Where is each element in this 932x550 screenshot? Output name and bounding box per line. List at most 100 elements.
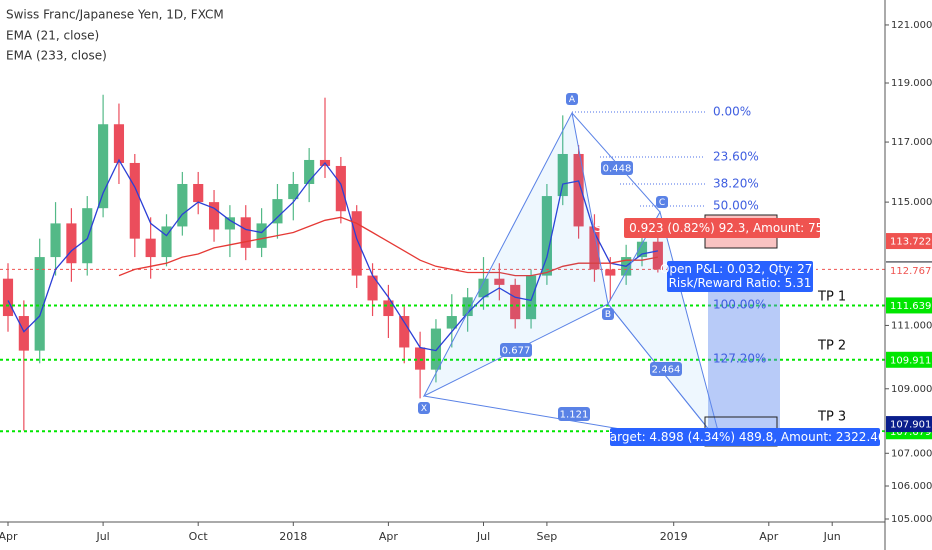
ratio-label: 0.448: [603, 164, 632, 175]
candle-body: [82, 208, 93, 264]
y-tick-label: 107.000: [891, 448, 932, 459]
candle-body: [161, 226, 172, 258]
x-tick-label: 2018: [279, 530, 307, 543]
fib-label: 100.00%: [713, 298, 766, 312]
candle-body: [145, 238, 156, 258]
candle-body: [652, 241, 663, 270]
price-label: 112.767: [890, 266, 931, 277]
candle-body: [399, 316, 410, 348]
ratio-badge: [558, 407, 590, 421]
candle-body: [224, 217, 235, 230]
y-tick-label: 111.000: [891, 320, 932, 331]
candle-body: [383, 300, 394, 317]
candle-body: [557, 153, 568, 197]
price-label: 113.722: [890, 237, 931, 248]
point-badge: [602, 308, 614, 320]
target-label-bg: [610, 428, 880, 446]
ratio-badge: [650, 362, 682, 376]
price-label-bg: [886, 233, 932, 250]
candle-body: [129, 162, 140, 239]
candle-body: [288, 183, 299, 200]
price-label-bg: [886, 416, 932, 433]
candle-body: [18, 316, 29, 351]
price-label: 111.639: [890, 301, 931, 312]
ema-line: [7, 158, 659, 352]
x-tick-label: Jun: [823, 530, 841, 543]
fib-label: 38.20%: [713, 177, 759, 191]
legend-entry: EMA (233, close): [6, 49, 107, 63]
position-labels: Stop: 0.923 (0.82%) 92.3, Amount: 750.79…: [594, 218, 886, 446]
ratio-label: Risk/Reward Ratio: 5.31: [669, 276, 812, 290]
candle-body: [446, 316, 457, 329]
candle-body: [430, 328, 442, 370]
candle-body: [34, 257, 45, 351]
candle-body: [494, 278, 505, 285]
x-tick-label: Oct: [189, 530, 209, 543]
fib-label: 50.00%: [713, 199, 759, 213]
fib-labels: 0.00% 23.60% 38.20% 50.00% 100.00% 127.2…: [713, 105, 766, 366]
point-label: C: [659, 198, 665, 208]
pattern-point-labels: X A B C: [418, 93, 668, 414]
candle-body: [272, 199, 283, 224]
candle-body: [50, 223, 61, 258]
stop-label-bg: [624, 218, 820, 238]
tp-label: TP 1: [817, 290, 846, 305]
x-tick-label: Apr: [759, 530, 779, 543]
candle-body: [208, 202, 220, 230]
candle-body: [478, 278, 489, 298]
target-labels: TP 1 TP 2 TP 3: [817, 290, 846, 425]
candle-body: [605, 269, 616, 276]
candle-body: [335, 165, 346, 212]
x-tick-label: Jul: [95, 530, 109, 543]
x-tick-label: Apr: [379, 530, 399, 543]
candle-body: [2, 278, 14, 317]
ema-lines: [7, 158, 659, 352]
target-zone: [708, 282, 780, 430]
stop-label: Stop: 0.923 (0.82%) 92.3, Amount: 750.79: [594, 221, 850, 235]
candle-body: [240, 217, 251, 248]
fib-label: 127.20%: [713, 352, 766, 366]
fib-label: 0.00%: [713, 105, 751, 119]
candle-body: [66, 223, 77, 264]
y-tick-label: 105.000: [891, 514, 932, 525]
point-label: B: [605, 310, 611, 320]
x-tick-label: 2019: [660, 530, 688, 543]
candle-body: [510, 284, 521, 320]
price-label: 109.911: [890, 355, 931, 366]
pnl-label-bg: [667, 261, 813, 292]
price-label-bg: [886, 262, 932, 279]
candle-body: [113, 124, 125, 163]
fib-lines: [572, 111, 705, 207]
x-tick-label: Apr: [0, 530, 18, 543]
ratio-badge: [500, 343, 532, 357]
candle-body: [177, 183, 188, 227]
candle-body: [415, 347, 426, 370]
ema-line: [118, 216, 659, 277]
x-tick-label: Sep: [537, 530, 558, 543]
price-label-bg: [886, 351, 932, 368]
y-tick-label: 115.000: [891, 197, 932, 208]
x-tick-label: Jul: [476, 530, 490, 543]
target-label: Target: 4.898 (4.34%) 489.8, Amount: 232…: [603, 430, 885, 444]
candle-body: [525, 275, 537, 320]
candle-body: [193, 183, 204, 203]
y-tick-label: 109.000: [891, 384, 932, 395]
ratio-label: 1.121: [560, 410, 589, 421]
legend: Swiss Franc/Japanese Yen, 1D, FXCM EMA (…: [6, 8, 224, 63]
candle-body: [462, 297, 473, 317]
pnl-label: Open P&L: 0.032, Qty: 270: [660, 262, 820, 276]
candle-body: [367, 275, 378, 301]
y-tick-label: 106.000: [891, 481, 932, 492]
point-label: A: [569, 95, 576, 105]
candle-body: [589, 226, 600, 270]
y-tick-label: 117.000: [891, 137, 932, 148]
chart-title: Swiss Franc/Japanese Yen, 1D, FXCM: [6, 8, 224, 22]
axes: 105.000 106.000 107.000 109.000 111.000 115.0…: [0, 20, 932, 543]
candle-body: [541, 196, 552, 276]
tp-label: TP 3: [817, 410, 846, 425]
ratio-badge: [601, 161, 633, 175]
y-tick-label: 121.000: [891, 20, 932, 31]
candle-body: [351, 211, 362, 276]
tp-label: TP 2: [817, 339, 846, 354]
